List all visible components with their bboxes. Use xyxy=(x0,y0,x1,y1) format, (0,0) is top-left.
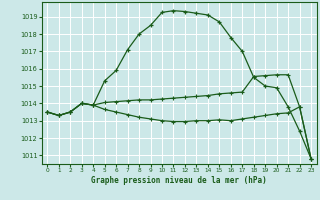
X-axis label: Graphe pression niveau de la mer (hPa): Graphe pression niveau de la mer (hPa) xyxy=(91,176,267,185)
